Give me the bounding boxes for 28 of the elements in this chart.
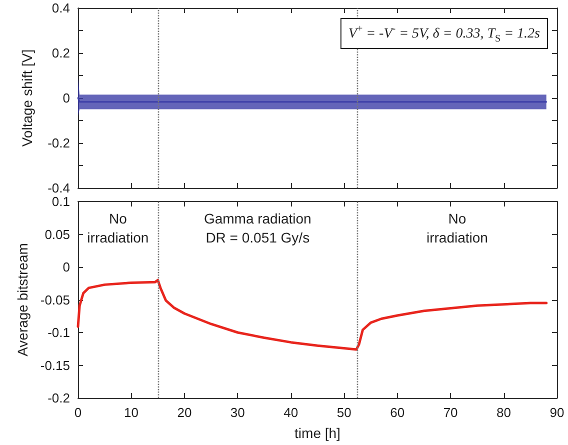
- x-tick-label: 60: [390, 405, 405, 420]
- y-tick-label: 0: [62, 90, 70, 106]
- y-tick-label: 0: [62, 260, 70, 274]
- x-tick-label: 70: [443, 405, 458, 420]
- x-tick-label: 50: [336, 405, 352, 420]
- y-tick-label: 0.1: [52, 194, 70, 209]
- x-tick-label: 0: [74, 405, 82, 420]
- y-axis-title: Voltage shift [V]: [19, 49, 35, 147]
- y-tick-label: 0.4: [52, 0, 70, 16]
- y-tick-label: -0.15: [40, 358, 70, 373]
- annotation: No irradiation: [87, 210, 149, 246]
- annotation: No irradiation: [426, 210, 488, 246]
- y-tick-label: -0.1: [48, 325, 70, 340]
- x-tick-label: 10: [124, 405, 138, 420]
- x-tick-label: 20: [177, 405, 192, 420]
- y-tick-label: -0.2: [48, 136, 70, 150]
- y-tick-label: -0.4: [48, 180, 70, 196]
- x-tick-label: 80: [496, 405, 512, 420]
- y-tick-label: -0.2: [48, 390, 70, 406]
- y-tick-label: 0.05: [44, 226, 70, 242]
- x-tick-label: 90: [550, 405, 564, 420]
- x-tick-label: 30: [230, 405, 245, 420]
- y-tick-label: -0.05: [40, 292, 70, 308]
- y-tick-label: 0.2: [52, 46, 70, 60]
- x-tick-label: 40: [284, 405, 298, 420]
- x-axis-title: time [h]: [294, 425, 340, 441]
- annotation: Gamma radiation DR = 0.051 Gy/s: [204, 210, 312, 246]
- y-axis-title: Average bitstream: [14, 243, 30, 356]
